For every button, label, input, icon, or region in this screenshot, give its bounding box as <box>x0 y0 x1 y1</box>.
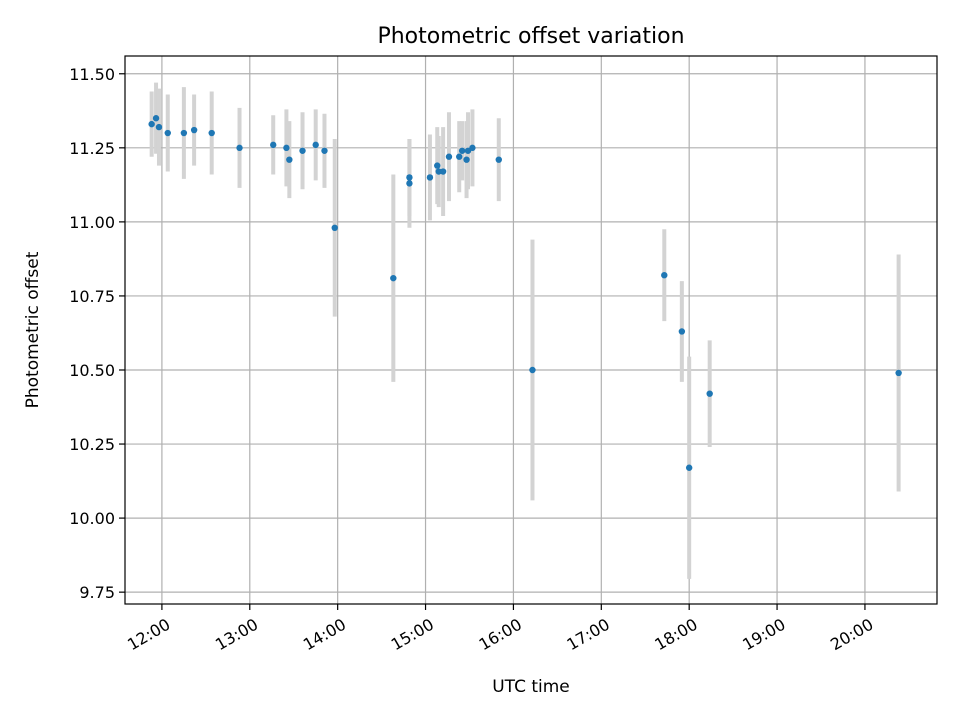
y-tick-label: 10.25 <box>69 435 115 454</box>
data-point <box>208 129 215 137</box>
data-point <box>445 153 453 160</box>
data-point <box>456 153 463 160</box>
x-tick-label: 15:00 <box>388 615 437 655</box>
data-point <box>435 168 442 175</box>
data-point <box>661 272 668 279</box>
data-points <box>148 115 902 471</box>
data-point <box>529 366 536 374</box>
data-point <box>685 464 693 471</box>
x-tick-label: 17:00 <box>563 615 612 655</box>
data-point <box>495 156 502 163</box>
data-point <box>312 141 319 149</box>
x-tick-label: 16:00 <box>476 615 525 655</box>
data-point <box>164 129 171 137</box>
y-tick-label: 11.00 <box>69 213 115 232</box>
data-point <box>678 328 686 335</box>
y-tick-label: 10.75 <box>69 287 115 306</box>
data-point <box>155 123 163 131</box>
chart-title: Photometric offset variation <box>377 24 684 49</box>
y-tick-label: 9.75 <box>79 583 115 602</box>
data-point <box>458 147 466 154</box>
x-axis-label: UTC time <box>492 677 570 697</box>
y-tick-label: 10.00 <box>69 509 115 528</box>
data-point <box>148 120 155 128</box>
data-point <box>895 369 902 377</box>
data-point <box>406 174 413 181</box>
data-point <box>434 162 441 169</box>
data-point <box>190 126 198 134</box>
data-point <box>406 180 413 187</box>
data-point <box>152 115 160 122</box>
data-point <box>236 144 243 152</box>
data-point <box>426 174 434 181</box>
y-axis-label: Photometric offset <box>23 251 43 408</box>
plot-frame <box>124 55 938 605</box>
y-tick-label: 10.50 <box>69 361 115 380</box>
x-tick-label: 14:00 <box>300 615 349 655</box>
x-tick-label: 12:00 <box>124 615 173 655</box>
data-point <box>286 156 293 163</box>
data-point <box>321 147 328 154</box>
x-tick-label: 18:00 <box>651 615 700 655</box>
x-tick-label: 13:00 <box>212 615 261 655</box>
data-point <box>439 168 447 175</box>
data-point <box>299 147 306 154</box>
data-point <box>463 156 470 163</box>
y-axis-ticks: 9.75 10.00 10.25 10.50 10.75 11.00 11.25 11.50 <box>69 65 125 602</box>
data-point <box>469 144 476 152</box>
data-point <box>390 274 397 282</box>
data-point <box>706 390 713 397</box>
data-point <box>270 141 277 149</box>
data-point <box>283 144 290 152</box>
x-axis-ticks: 12:00 13:00 14:00 15:00 16:00 17:00 18:00 19:00… <box>124 604 877 655</box>
x-tick-label: 20:00 <box>827 615 876 655</box>
data-point <box>180 129 188 137</box>
x-tick-label: 19:00 <box>739 615 788 655</box>
y-tick-label: 11.25 <box>69 139 115 158</box>
y-tick-label: 11.50 <box>69 65 115 84</box>
data-point <box>331 224 338 232</box>
error-bars <box>149 82 901 579</box>
